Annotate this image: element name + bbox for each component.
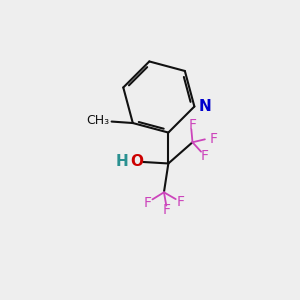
- Text: F: F: [210, 132, 218, 146]
- Text: F: F: [144, 196, 152, 210]
- Text: F: F: [176, 195, 184, 209]
- Text: F: F: [201, 149, 208, 164]
- Text: O: O: [130, 154, 143, 169]
- Text: F: F: [188, 118, 196, 132]
- Text: N: N: [199, 99, 212, 114]
- Text: CH₃: CH₃: [86, 114, 109, 127]
- Text: H: H: [115, 154, 128, 169]
- Text: F: F: [162, 203, 170, 217]
